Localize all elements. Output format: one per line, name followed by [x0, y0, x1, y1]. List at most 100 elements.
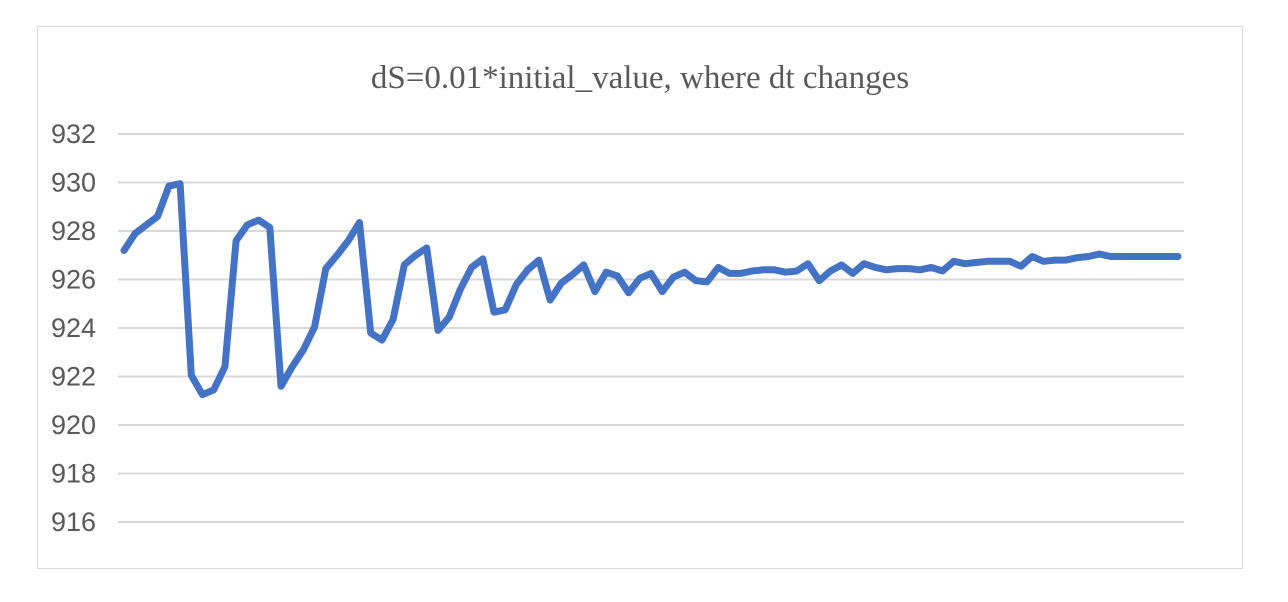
data-point-90	[1121, 255, 1123, 257]
data-point-81	[1020, 265, 1022, 267]
data-point-25	[392, 319, 394, 321]
series-layer	[120, 180, 1182, 399]
data-point-76	[964, 263, 966, 265]
data-point-71	[908, 268, 910, 270]
y-tick-label-924: 924	[51, 313, 96, 343]
data-point-83	[1042, 260, 1044, 262]
data-point-11	[235, 240, 237, 242]
data-point-19	[325, 268, 327, 270]
data-point-55	[728, 272, 730, 274]
data-point-84	[1054, 259, 1056, 261]
data-point-57	[751, 270, 753, 272]
y-tick-label-918: 918	[51, 459, 96, 489]
data-point-44	[605, 271, 607, 273]
data-point-43	[594, 291, 596, 293]
data-point-30	[448, 316, 450, 318]
data-point-51	[684, 271, 686, 273]
data-point-67	[863, 263, 865, 265]
data-point-92	[1143, 255, 1145, 257]
data-point-79	[998, 260, 1000, 262]
data-point-75	[953, 260, 955, 262]
chart-title: dS=0.01*initial_value, where dt changes	[370, 60, 910, 96]
data-point-14	[269, 226, 271, 228]
data-point-32	[471, 266, 473, 268]
data-point-18	[314, 326, 316, 328]
data-point-63	[818, 280, 820, 282]
y-tick-label-926: 926	[51, 265, 96, 295]
data-point-69	[885, 269, 887, 271]
data-point-12	[246, 224, 248, 226]
data-point-1	[123, 249, 125, 251]
data-point-50	[672, 276, 674, 278]
data-point-13	[258, 219, 260, 221]
data-point-49	[661, 291, 663, 293]
data-point-48	[650, 272, 652, 274]
data-point-73	[930, 266, 932, 268]
data-point-29	[437, 329, 439, 331]
data-point-6	[179, 183, 181, 185]
data-point-86	[1076, 257, 1078, 259]
data-point-68	[874, 266, 876, 268]
data-point-80	[1009, 260, 1011, 262]
data-point-5	[168, 185, 170, 187]
y-tick-label-922: 922	[51, 362, 96, 392]
data-point-85	[1065, 259, 1067, 261]
data-point-58	[762, 269, 764, 271]
data-point-53	[706, 281, 708, 283]
data-point-26	[403, 264, 405, 266]
data-point-9	[213, 389, 215, 391]
data-point-31	[459, 288, 461, 290]
data-point-47	[639, 277, 641, 279]
data-point-2	[134, 232, 136, 234]
data-point-87	[1087, 255, 1089, 257]
data-point-34	[493, 311, 495, 313]
data-point-77	[975, 262, 977, 264]
data-point-33	[482, 258, 484, 260]
data-point-37	[527, 269, 529, 271]
data-point-70	[897, 268, 899, 270]
data-point-10	[224, 366, 226, 368]
y-axis-tick-labels: 916 918 920 922 924 926 928 930 932	[51, 119, 96, 537]
data-point-7	[190, 374, 192, 376]
chart-area	[37, 26, 1243, 569]
data-point-56	[740, 272, 742, 274]
series-line-0	[120, 180, 1182, 399]
data-point-82	[1031, 255, 1033, 257]
y-tick-label-932: 932	[51, 119, 96, 149]
y-tick-label-928: 928	[51, 216, 96, 246]
data-point-41	[572, 274, 574, 276]
data-point-16	[291, 366, 293, 368]
data-point-39	[549, 299, 551, 301]
data-point-3	[145, 224, 147, 226]
data-point-24	[381, 339, 383, 341]
data-point-23	[370, 332, 372, 334]
data-point-15	[280, 385, 282, 387]
data-point-40	[560, 282, 562, 284]
data-point-52	[695, 280, 697, 282]
data-point-60	[785, 271, 787, 273]
data-point-35	[504, 309, 506, 311]
data-point-45	[616, 275, 618, 277]
data-point-64	[829, 270, 831, 272]
data-point-62	[807, 263, 809, 265]
data-point-89	[1110, 255, 1112, 257]
data-point-72	[919, 269, 921, 271]
data-point-93	[1155, 255, 1157, 257]
data-point-21	[347, 240, 349, 242]
data-point-22	[358, 222, 360, 224]
data-point-27	[415, 254, 417, 256]
data-point-42	[583, 264, 585, 266]
data-point-59	[773, 269, 775, 271]
data-point-61	[796, 270, 798, 272]
data-point-95	[1177, 255, 1179, 257]
data-point-66	[852, 272, 854, 274]
data-point-74	[942, 270, 944, 272]
data-point-17	[302, 349, 304, 351]
data-point-91	[1132, 255, 1134, 257]
data-point-8	[201, 394, 203, 396]
data-point-78	[986, 260, 988, 262]
data-point-54	[717, 266, 719, 268]
y-tick-label-920: 920	[51, 410, 96, 440]
data-point-88	[1099, 253, 1101, 255]
